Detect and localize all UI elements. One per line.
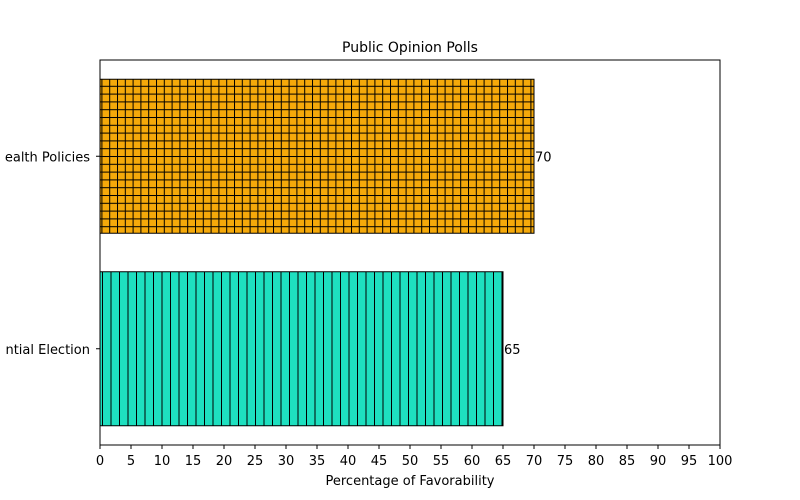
x-tick-label: 85 <box>619 454 636 469</box>
bars-group <box>99 78 535 427</box>
x-tick-label: 25 <box>247 454 264 469</box>
x-tick-label: 65 <box>495 454 512 469</box>
x-tick-label: 75 <box>557 454 574 469</box>
x-tick-label: 50 <box>402 454 419 469</box>
bar-health-policies <box>99 78 535 234</box>
x-axis-label: Percentage of Favorability <box>325 474 494 489</box>
value-labels-group: 65 70 <box>504 150 552 358</box>
x-tick-label: 80 <box>588 454 605 469</box>
y-tick-label: ealth Policies <box>5 150 90 165</box>
x-tick-label: 10 <box>154 454 171 469</box>
bar-presidential-election <box>99 271 504 427</box>
x-tick-label: 30 <box>278 454 295 469</box>
y-axis: ntial Election ealth Policies <box>5 150 100 358</box>
x-tick-label: 55 <box>433 454 450 469</box>
x-tick-label: 0 <box>96 454 104 469</box>
x-axis: 0 5 10 15 20 25 30 35 40 45 50 55 60 65 70 75 80 85 90 95 10… <box>96 445 733 469</box>
x-tick-label: 100 <box>708 454 733 469</box>
x-tick-label: 35 <box>309 454 326 469</box>
plot-frame <box>99 59 721 446</box>
value-label: 70 <box>535 150 552 165</box>
value-label: 65 <box>504 343 521 358</box>
x-tick-label: 90 <box>650 454 667 469</box>
x-tick-label: 95 <box>681 454 698 469</box>
x-tick-label: 40 <box>340 454 357 469</box>
x-tick-label: 5 <box>127 454 135 469</box>
x-tick-label: 60 <box>464 454 481 469</box>
x-tick-label: 15 <box>185 454 202 469</box>
y-tick-label: ntial Election <box>5 343 90 358</box>
x-tick-label: 45 <box>371 454 388 469</box>
x-tick-label: 70 <box>526 454 543 469</box>
x-tick-label: 20 <box>216 454 233 469</box>
chart-title: Public Opinion Polls <box>342 40 478 56</box>
